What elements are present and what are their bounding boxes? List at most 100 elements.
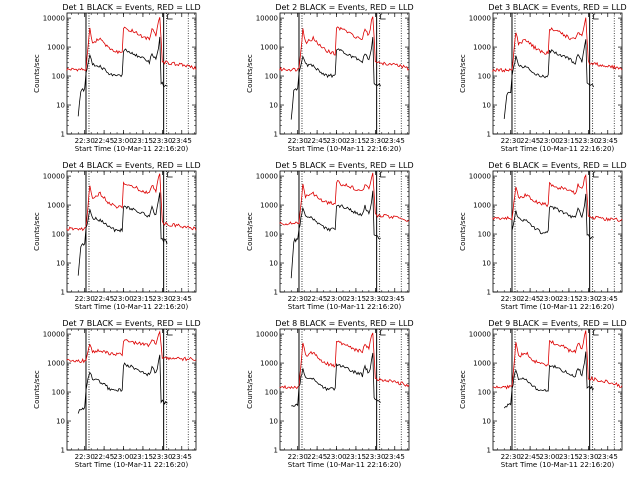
y-tick-label: 1 (487, 131, 491, 139)
x-tick-label: 22:30 (75, 453, 95, 461)
series-events-black (77, 192, 168, 276)
y-tick-label: 1000 (47, 44, 65, 52)
plot-frame (492, 12, 623, 135)
marker-bracket (167, 330, 173, 336)
x-tick-label: 23:30 (365, 295, 385, 303)
y-tick-label: 10000 (256, 173, 278, 181)
x-axis-label: Start Time (10-Mar-11 22:16:20) (501, 303, 615, 311)
y-tick-label: 1 (61, 289, 65, 297)
y-tick-label: 10000 (469, 15, 491, 23)
x-axis-label: Start Time (10-Mar-11 22:16:20) (501, 461, 615, 469)
panel-det-9: Det 9 BLACK = Events, RED = LLD 1 10 100 100… (459, 319, 627, 469)
series-lld-red (492, 17, 623, 73)
y-axis-label: Counts/sec (33, 212, 41, 251)
y-axis-label: Counts/sec (33, 370, 41, 409)
y-tick-label: 10 (56, 102, 65, 110)
plot-frame (492, 328, 623, 451)
y-tick-label: 10000 (43, 331, 65, 339)
marker-bracket (593, 330, 599, 336)
y-tick-label: 100 (52, 73, 65, 81)
x-tick-label: 23:00 (326, 295, 346, 303)
y-tick-label: 1000 (47, 202, 65, 210)
x-tick-label: 23:45 (172, 453, 192, 461)
x-tick-label: 22:30 (501, 137, 521, 145)
y-tick-label: 10000 (469, 173, 491, 181)
marker-bracket (167, 172, 173, 178)
y-tick-label: 100 (52, 389, 65, 397)
x-tick-label: 23:00 (539, 453, 559, 461)
series-lld-red (279, 172, 410, 226)
x-tick-label: 23:15 (559, 453, 579, 461)
x-tick-label: 23:45 (598, 295, 618, 303)
panel-det-7: Det 7 BLACK = Events, RED = LLD 1 10 100 100… (33, 319, 201, 469)
plot-frame (492, 170, 623, 293)
x-tick-label: 22:45 (520, 453, 540, 461)
y-tick-label: 1000 (473, 44, 491, 52)
marker-bracket (380, 14, 386, 20)
series-events-black (503, 351, 594, 409)
plot-frame (66, 12, 197, 135)
x-tick-label: 22:45 (94, 137, 114, 145)
x-tick-label: 22:30 (288, 453, 308, 461)
x-tick-label: 23:30 (365, 137, 385, 145)
series-lld-red (492, 173, 623, 222)
panel-title: Det 2 BLACK = Events, RED = LLD (275, 3, 413, 12)
x-axis-label: Start Time (10-Mar-11 22:16:20) (501, 145, 615, 153)
y-tick-label: 10000 (43, 15, 65, 23)
x-tick-label: 23:00 (113, 295, 133, 303)
y-tick-label: 10 (482, 418, 491, 426)
panel-det-5: Det 5 BLACK = Events, RED = LLD 1 10 100 100… (246, 161, 414, 311)
panel-title: Det 5 BLACK = Events, RED = LLD (275, 161, 413, 170)
panel-title: Det 8 BLACK = Events, RED = LLD (275, 319, 413, 328)
series-lld-red (66, 330, 197, 364)
x-tick-label: 22:30 (501, 295, 521, 303)
x-tick-label: 23:30 (152, 453, 172, 461)
x-tick-label: 23:30 (578, 137, 598, 145)
x-tick-label: 23:15 (346, 137, 366, 145)
series-events-black (290, 37, 381, 120)
y-tick-label: 10 (56, 418, 65, 426)
marker-bracket (380, 172, 386, 178)
x-axis-label: Start Time (10-Mar-11 22:16:20) (288, 461, 402, 469)
y-axis-label: Counts/sec (33, 54, 41, 93)
y-tick-label: 1 (274, 131, 278, 139)
x-tick-label: 23:30 (578, 453, 598, 461)
x-tick-label: 23:15 (346, 453, 366, 461)
x-tick-label: 23:15 (559, 137, 579, 145)
x-tick-label: 23:15 (346, 295, 366, 303)
x-axis-label: Start Time (10-Mar-11 22:16:20) (75, 461, 189, 469)
series-events-black (77, 354, 168, 414)
y-tick-label: 10 (56, 260, 65, 268)
x-tick-label: 22:30 (75, 295, 95, 303)
panel-title: Det 9 BLACK = Events, RED = LLD (488, 319, 626, 328)
plot-frame (66, 328, 197, 451)
x-tick-label: 23:00 (113, 137, 133, 145)
x-tick-label: 23:00 (539, 295, 559, 303)
x-tick-label: 22:30 (288, 295, 308, 303)
x-tick-label: 23:30 (578, 295, 598, 303)
series-events-black (77, 36, 168, 117)
x-tick-label: 23:00 (326, 137, 346, 145)
y-tick-label: 1 (61, 447, 65, 455)
x-tick-label: 22:45 (307, 453, 327, 461)
x-tick-label: 22:45 (307, 295, 327, 303)
x-tick-label: 22:45 (520, 295, 540, 303)
panel-title: Det 1 BLACK = Events, RED = LLD (62, 3, 200, 12)
y-tick-label: 100 (265, 389, 278, 397)
x-tick-label: 23:30 (365, 453, 385, 461)
y-tick-label: 10 (482, 260, 491, 268)
series-events-black (291, 352, 381, 407)
x-tick-label: 23:30 (152, 137, 172, 145)
y-axis-label: Counts/sec (246, 370, 254, 409)
y-tick-label: 100 (265, 73, 278, 81)
x-tick-label: 22:30 (288, 137, 308, 145)
series-lld-red (279, 332, 410, 390)
y-tick-label: 1000 (260, 202, 278, 210)
series-events-black (290, 190, 381, 279)
x-axis-label: Start Time (10-Mar-11 22:16:20) (288, 145, 402, 153)
x-tick-label: 22:45 (94, 295, 114, 303)
series-lld-red (279, 16, 410, 72)
y-axis-label: Counts/sec (246, 54, 254, 93)
y-tick-label: 1 (274, 447, 278, 455)
